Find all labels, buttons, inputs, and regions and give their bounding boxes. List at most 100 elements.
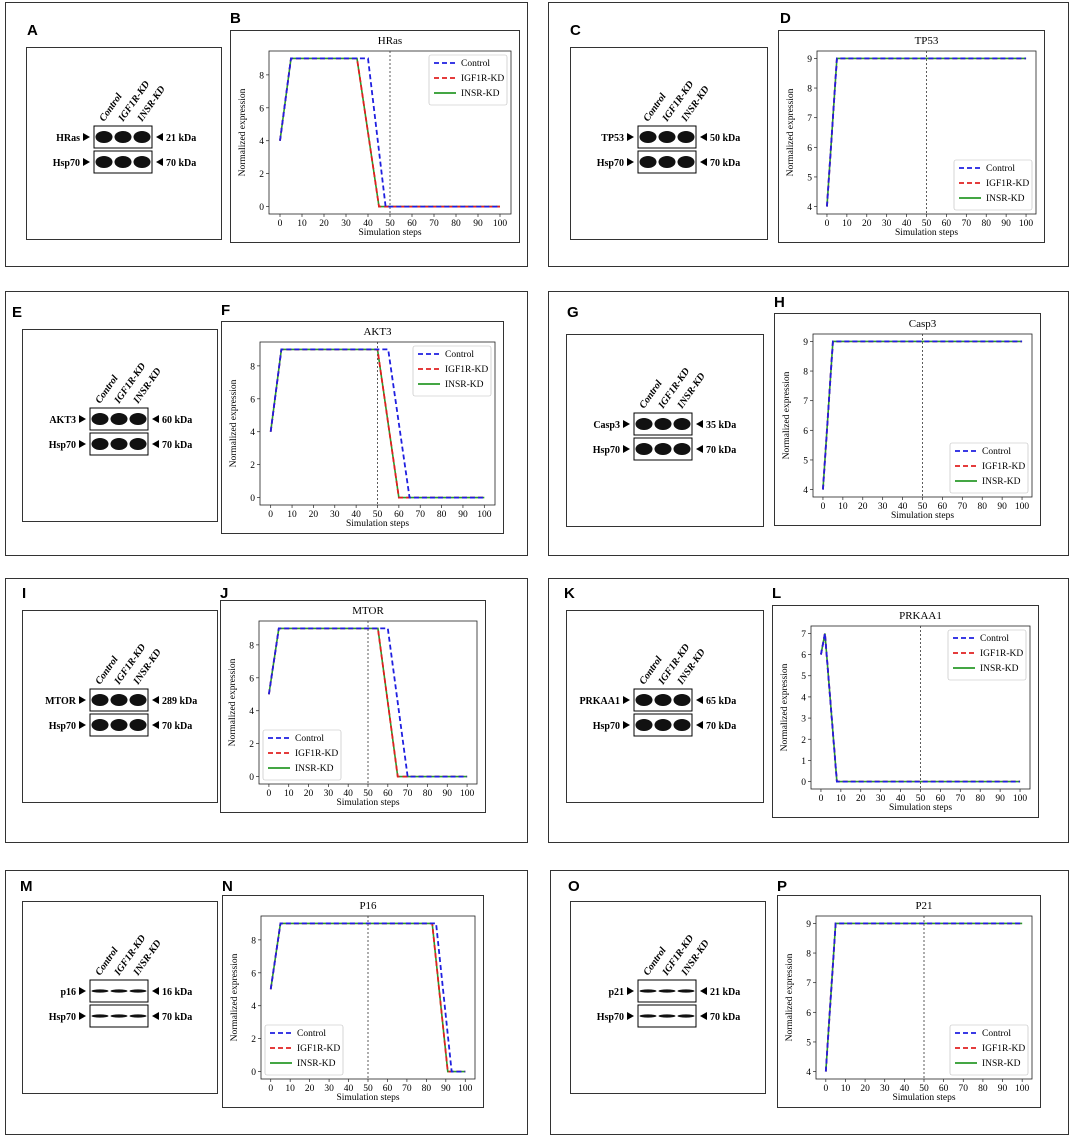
x-tick-label: 100 bbox=[477, 510, 492, 520]
target-label: AKT3 bbox=[49, 415, 76, 426]
band-loading bbox=[110, 438, 128, 450]
panel-letter-a: A bbox=[27, 22, 38, 39]
band-loading bbox=[129, 438, 147, 450]
target-kda: 289 kDa bbox=[162, 696, 197, 707]
arrow-right-icon bbox=[623, 721, 630, 729]
x-axis-label: Simulation steps bbox=[358, 228, 421, 238]
y-tick-label: 6 bbox=[803, 427, 808, 437]
target-kda: 21 kDa bbox=[710, 987, 740, 998]
x-tick-label: 50 bbox=[916, 794, 926, 804]
chart-title: Casp3 bbox=[909, 318, 937, 330]
frame-hras bbox=[5, 2, 528, 267]
y-tick-label: 6 bbox=[807, 144, 812, 154]
western-blot-tp53: Control IGF1R-KD INSR-KD TP53 Hsp70 50 kDa 70 … bbox=[570, 47, 768, 240]
target-kda: 16 kDa bbox=[162, 987, 192, 998]
loading-label: Hsp70 bbox=[597, 158, 624, 169]
band-target bbox=[673, 418, 691, 430]
loading-label: Hsp70 bbox=[49, 721, 76, 732]
loading-kda: 70 kDa bbox=[706, 721, 736, 732]
y-tick-label: 7 bbox=[807, 114, 812, 124]
x-tick-label: 80 bbox=[975, 794, 985, 804]
legend-label: INSR-KD bbox=[295, 764, 334, 774]
line-chart-tp53: TP53 0 10 20 30 40 50 60 70 80 90 100 4 5 6 7 8 9 Simulati… bbox=[778, 30, 1045, 243]
arrow-left-icon bbox=[700, 133, 707, 141]
frame-casp3 bbox=[548, 291, 1069, 556]
arrow-right-icon bbox=[79, 1012, 86, 1020]
band-loading bbox=[635, 443, 653, 455]
x-tick-label: 80 bbox=[977, 502, 987, 512]
western-blot-p21: Control IGF1R-KD INSR-KD p21 Hsp70 21 kDa 70 k… bbox=[570, 901, 766, 1094]
x-tick-label: 50 bbox=[363, 789, 373, 799]
band-target bbox=[654, 418, 672, 430]
target-label: p21 bbox=[608, 987, 624, 998]
chart-title: PRKAA1 bbox=[899, 610, 942, 622]
arrow-right-icon bbox=[627, 158, 634, 166]
y-tick-label: 0 bbox=[249, 773, 254, 783]
legend-label: INSR-KD bbox=[982, 1059, 1021, 1069]
y-tick-label: 5 bbox=[807, 173, 812, 183]
western-blot-casp3: Control IGF1R-KD INSR-KD Casp3 Hsp70 35 kDa 70… bbox=[566, 334, 764, 527]
band-target bbox=[677, 131, 695, 143]
x-tick-label: 30 bbox=[878, 502, 888, 512]
x-tick-label: 60 bbox=[942, 219, 952, 229]
y-axis-label: Normalized expression bbox=[229, 379, 239, 467]
x-tick-label: 20 bbox=[319, 219, 329, 229]
panel-letter-i: I bbox=[22, 585, 27, 602]
line-chart-p21: P21 0 10 20 30 40 50 60 70 80 90 100 4 5 6 7 8 9 Simulatio… bbox=[777, 895, 1041, 1108]
series-line-control bbox=[268, 627, 468, 778]
western-blot-mtor: Control IGF1R-KD INSR-KD MTOR Hsp70 289 kDa 70… bbox=[22, 610, 218, 803]
band-loading bbox=[129, 1014, 147, 1018]
chart-title: MTOR bbox=[352, 605, 384, 617]
legend-label: Control bbox=[980, 634, 1009, 644]
arrow-right-icon bbox=[623, 696, 630, 704]
x-tick-label: 50 bbox=[918, 502, 928, 512]
legend-label: Control bbox=[982, 447, 1011, 457]
legend-label: IGF1R-KD bbox=[295, 749, 338, 759]
y-tick-label: 3 bbox=[801, 715, 806, 725]
x-tick-label: 50 bbox=[385, 219, 395, 229]
band-loading bbox=[114, 156, 132, 168]
band-loading bbox=[677, 1014, 695, 1018]
x-tick-label: 40 bbox=[344, 1084, 354, 1094]
panel-letter-b: B bbox=[230, 10, 241, 27]
arrow-right-icon bbox=[623, 445, 630, 453]
y-tick-label: 6 bbox=[250, 395, 255, 405]
y-axis-label: Normalized expression bbox=[786, 88, 796, 176]
line-chart-akt3: AKT3 0 10 20 30 40 50 60 70 80 90 100 0 2 4 6 8 Simulatio… bbox=[221, 321, 504, 534]
x-tick-label: 10 bbox=[836, 794, 846, 804]
arrow-right-icon bbox=[79, 440, 86, 448]
target-label: Casp3 bbox=[593, 420, 620, 431]
x-tick-label: 90 bbox=[1001, 219, 1011, 229]
western-blot-akt3: Control IGF1R-KD INSR-KD AKT3 Hsp70 60 kDa 70 … bbox=[22, 329, 218, 522]
x-tick-label: 30 bbox=[324, 1084, 334, 1094]
y-axis-label: Normalized expression bbox=[780, 663, 790, 751]
band-loading bbox=[129, 719, 147, 731]
x-tick-label: 60 bbox=[407, 219, 417, 229]
band-loading bbox=[91, 719, 109, 731]
arrow-right-icon bbox=[627, 987, 634, 995]
panel-letter-k: K bbox=[564, 585, 575, 602]
x-tick-label: 70 bbox=[403, 789, 413, 799]
target-label: PRKAA1 bbox=[579, 696, 620, 707]
frame-prkaa1 bbox=[548, 578, 1069, 843]
band-target bbox=[91, 413, 109, 425]
x-tick-label: 80 bbox=[422, 1084, 432, 1094]
target-kda: 35 kDa bbox=[706, 420, 736, 431]
band-loading bbox=[110, 1014, 128, 1018]
legend-label: IGF1R-KD bbox=[461, 74, 504, 84]
band-loading bbox=[673, 443, 691, 455]
band-target bbox=[673, 694, 691, 706]
y-tick-label: 0 bbox=[250, 494, 255, 504]
band-loading bbox=[133, 156, 151, 168]
legend-label: Control bbox=[295, 734, 324, 744]
panel-letter-n: N bbox=[222, 878, 233, 895]
series-line-control bbox=[820, 633, 1021, 783]
band-target bbox=[110, 989, 128, 993]
x-tick-label: 100 bbox=[493, 219, 508, 229]
x-tick-label: 30 bbox=[882, 219, 892, 229]
y-tick-label: 6 bbox=[801, 651, 806, 661]
y-tick-label: 0 bbox=[259, 203, 264, 213]
